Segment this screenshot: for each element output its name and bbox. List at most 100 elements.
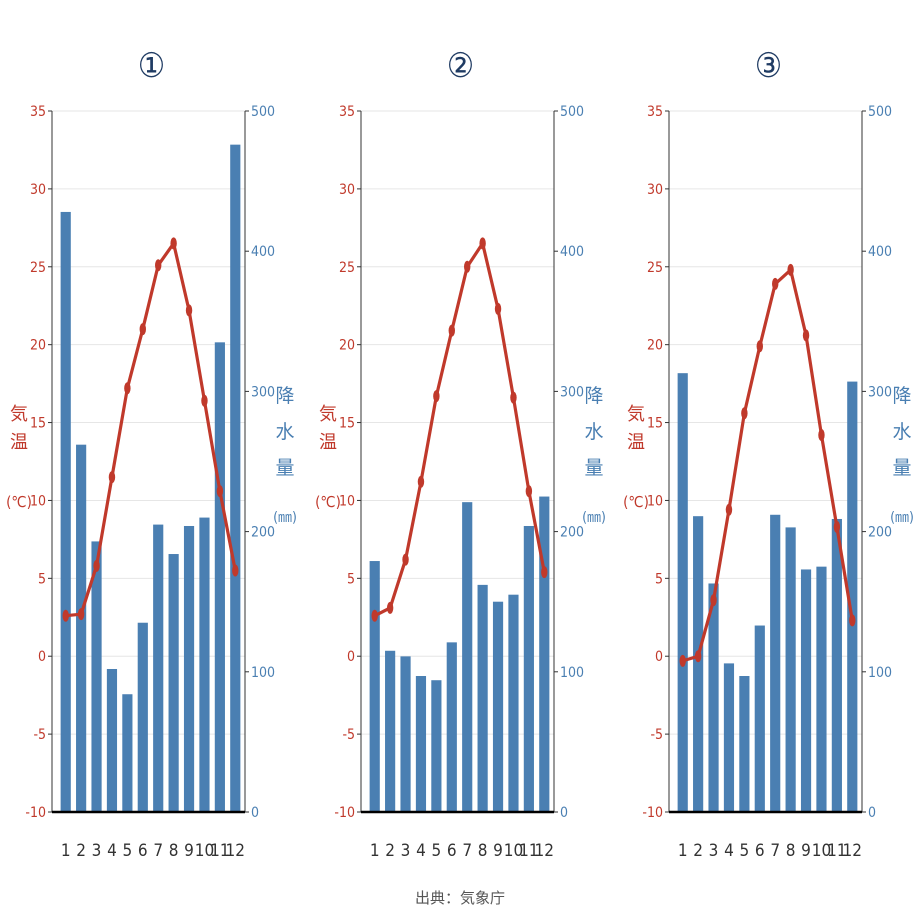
temp-point: [433, 390, 440, 403]
temp-tick-label: 20: [647, 338, 663, 354]
temp-axis-unit: (℃): [6, 493, 32, 511]
precip-bar: [369, 561, 380, 812]
temp-tick-label: 30: [339, 182, 355, 198]
temp-point: [108, 471, 116, 484]
temp-tick-label: 5: [347, 571, 355, 587]
month-tick-label: 4: [724, 841, 734, 861]
precip-bar: [723, 663, 735, 812]
temp-axis-label-char: 気: [10, 404, 28, 425]
precip-tick-label: 0: [560, 805, 568, 821]
precip-bar: [770, 514, 781, 812]
temp-tick-label: -5: [33, 727, 46, 743]
precip-tick-label: 500: [251, 104, 275, 120]
temp-tick-label: 35: [30, 104, 46, 120]
precip-bar: [754, 625, 765, 812]
precip-bar: [122, 694, 133, 812]
temp-point: [541, 566, 548, 579]
temp-axis-unit: (℃): [315, 493, 341, 511]
temp-point: [232, 564, 239, 577]
temp-point: [170, 237, 177, 250]
precip-axis-unit: (㎜): [582, 510, 606, 526]
precip-bar: [400, 656, 411, 812]
precip-tick-label: 100: [251, 665, 275, 681]
month-tick-label: 3: [709, 841, 719, 861]
temp-axis-label-char: 温: [627, 432, 645, 453]
month-tick-label: 1: [370, 841, 380, 861]
temp-point: [479, 237, 486, 250]
temp-point: [448, 324, 455, 337]
temp-tick-label: 15: [647, 416, 663, 432]
temp-tick-label: 10: [339, 493, 355, 509]
month-tick-label: 3: [92, 841, 102, 861]
month-tick-label: 9: [184, 841, 194, 861]
temp-point: [417, 475, 425, 488]
precip-bar: [816, 566, 827, 812]
temp-tick-label: 35: [647, 104, 663, 120]
temp-axis-label-char: 温: [10, 432, 28, 453]
precip-bar: [183, 525, 195, 812]
precip-bar: [91, 541, 102, 812]
panel-title: ①: [138, 46, 165, 86]
precip-tick-label: 100: [868, 665, 892, 681]
month-tick-label: 11: [210, 841, 229, 861]
temp-tick-label: -10: [334, 805, 355, 821]
temp-point: [510, 391, 517, 404]
precip-tick-label: 300: [868, 384, 892, 400]
precip-bar: [431, 680, 442, 812]
temp-point: [679, 654, 686, 667]
panel-title: ③: [755, 46, 782, 86]
month-tick-label: 5: [123, 841, 133, 861]
temp-tick-label: 0: [347, 649, 355, 665]
temp-line: [682, 268, 854, 663]
month-tick-label: 11: [519, 841, 538, 861]
precip-tick-label: 0: [868, 805, 876, 821]
temp-point: [402, 553, 409, 566]
precip-bar: [153, 524, 164, 812]
precip-bar: [168, 554, 179, 812]
temp-tick-label: 0: [655, 649, 663, 665]
month-tick-label: 4: [107, 841, 117, 861]
month-tick-label: 9: [801, 841, 811, 861]
temp-point: [386, 601, 394, 614]
month-tick-label: 7: [462, 841, 472, 861]
temp-line: [65, 241, 237, 618]
precip-bar: [385, 650, 396, 812]
temp-point: [216, 485, 224, 498]
precip-bar: [230, 144, 241, 812]
temp-axis-label-char: 温: [319, 432, 337, 453]
temp-tick-label: 25: [30, 260, 46, 276]
precip-bar: [199, 517, 210, 812]
temp-point: [155, 259, 162, 272]
temp-tick-label: 10: [30, 493, 46, 509]
temp-point: [772, 277, 779, 290]
month-tick-label: 1: [678, 841, 688, 861]
temp-tick-label: 15: [339, 416, 355, 432]
month-tick-label: 10: [195, 841, 214, 861]
precip-bar: [415, 676, 427, 812]
temp-tick-label: -5: [650, 727, 663, 743]
precip-axis-label-char: 降: [275, 385, 294, 407]
month-tick-label: 9: [493, 841, 503, 861]
month-tick-label: 6: [138, 841, 148, 861]
temp-point: [694, 650, 702, 663]
precip-bar: [462, 502, 473, 812]
month-tick-label: 6: [447, 841, 457, 861]
month-tick-label: 2: [385, 841, 395, 861]
precip-tick-label: 400: [868, 244, 892, 260]
temp-tick-label: 25: [339, 260, 355, 276]
precip-axis-label-char: 量: [275, 457, 294, 479]
temp-axis-unit: (℃): [623, 493, 649, 511]
temp-tick-label: 25: [647, 260, 663, 276]
month-tick-label: 3: [401, 841, 411, 861]
precip-bar: [60, 211, 71, 813]
precip-axis-unit: (㎜): [273, 510, 297, 526]
month-tick-label: 8: [169, 841, 179, 861]
precip-axis-label-char: 水: [275, 421, 294, 443]
month-tick-label: 8: [786, 841, 796, 861]
precip-tick-label: 0: [251, 805, 259, 821]
precip-bar: [106, 668, 118, 812]
month-tick-label: 5: [740, 841, 750, 861]
precip-tick-label: 100: [560, 665, 584, 681]
